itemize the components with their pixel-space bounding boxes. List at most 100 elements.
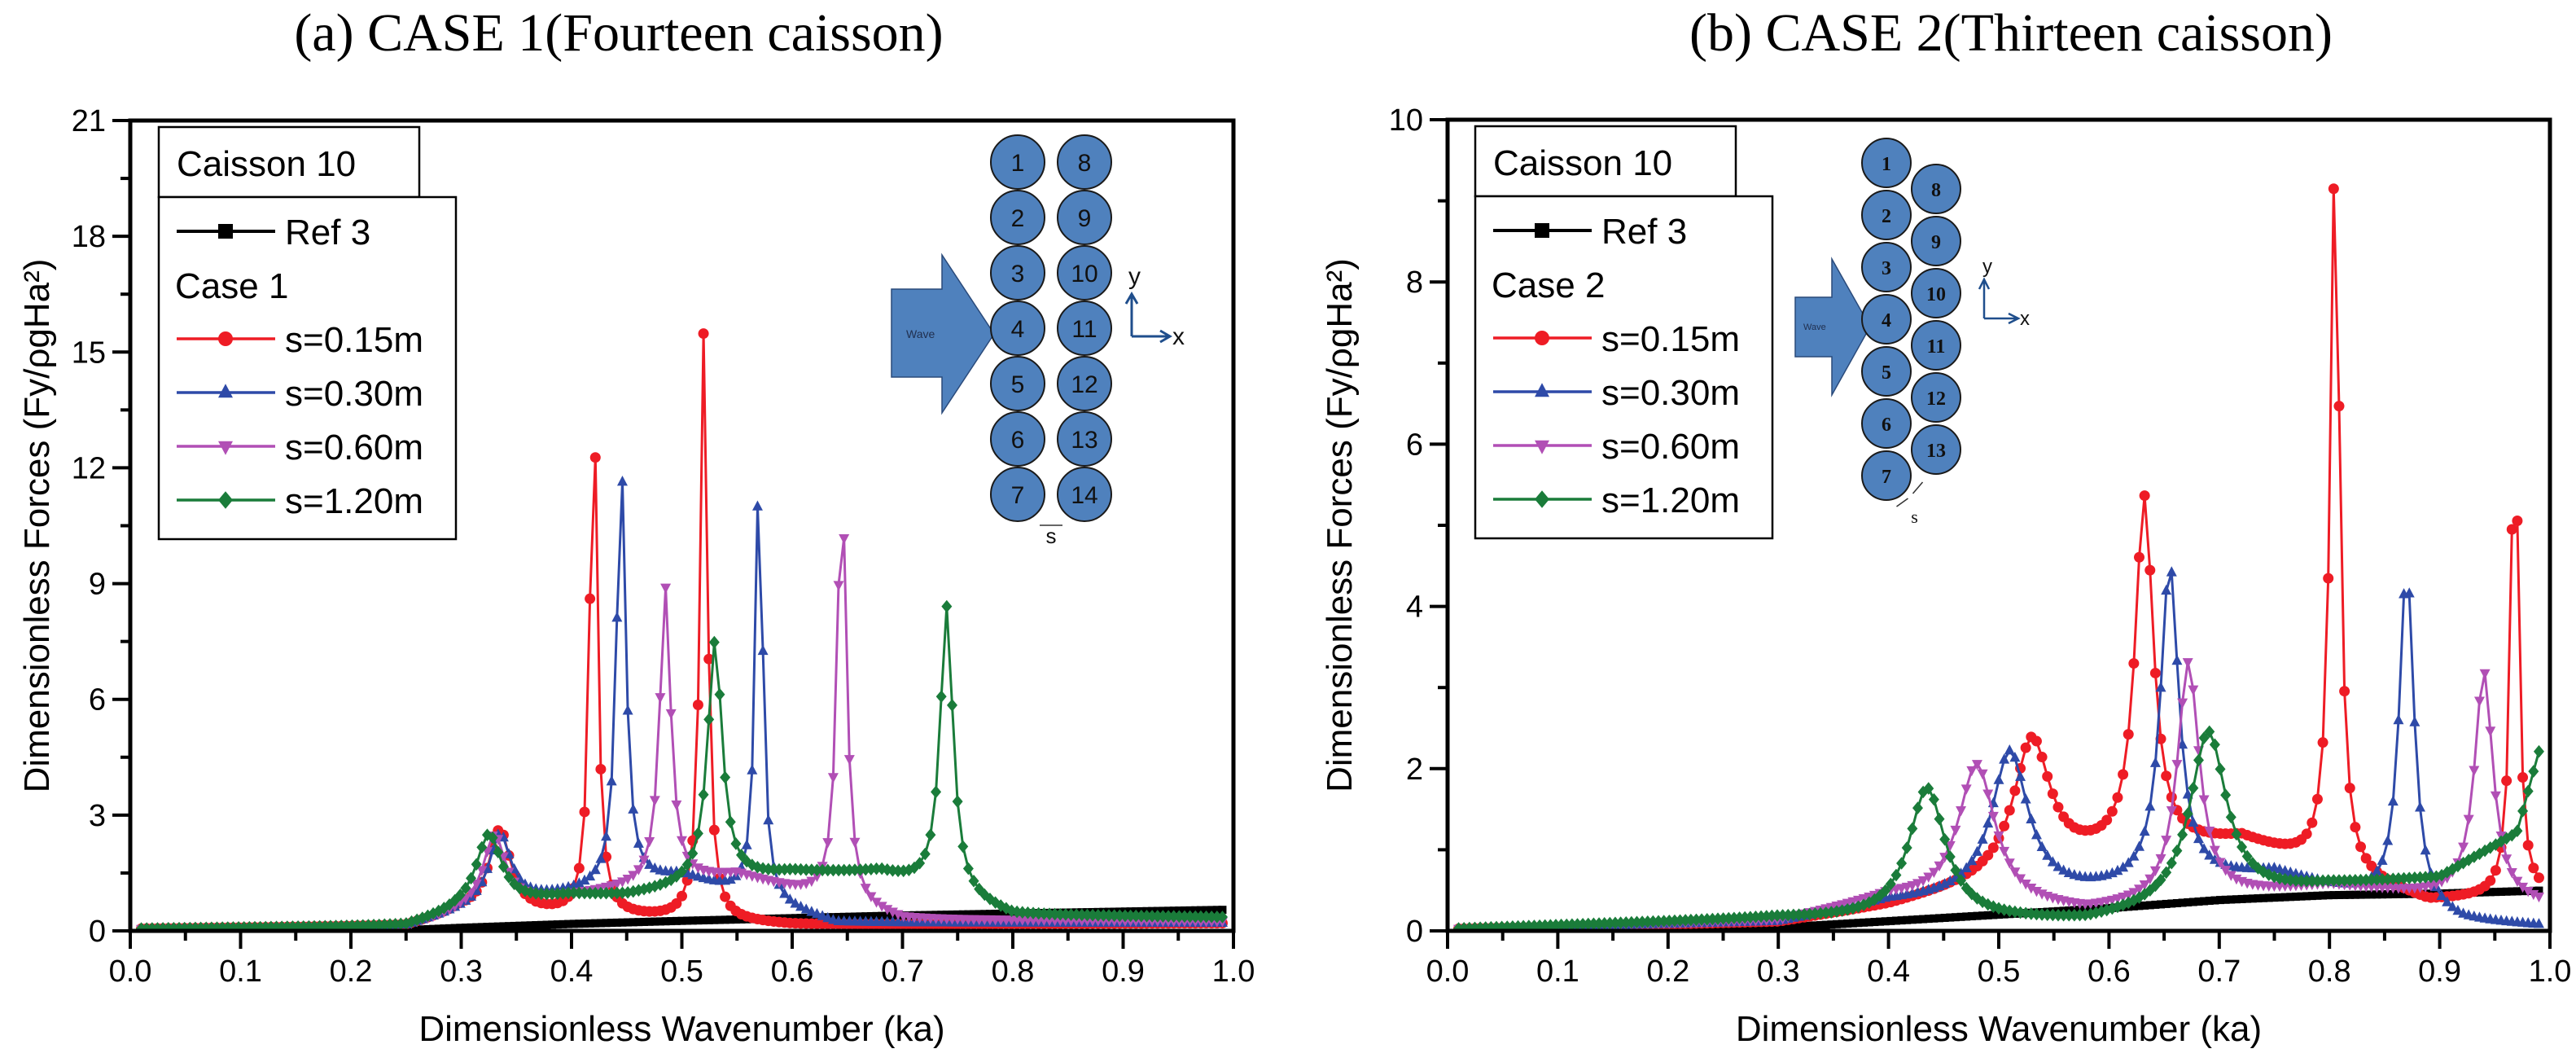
data-point <box>2052 801 2064 813</box>
data-point <box>616 476 628 486</box>
x-tick-label: 0.7 <box>2197 954 2241 989</box>
data-point <box>2362 890 2371 899</box>
data-point <box>1848 919 1857 928</box>
legend-item: s=0.15m <box>177 320 423 360</box>
data-point <box>2042 849 2053 860</box>
data-point <box>503 871 515 884</box>
data-point <box>2135 902 2144 911</box>
data-point <box>2528 862 2539 874</box>
data-point <box>1130 909 1141 923</box>
y-tick-label: 0 <box>89 915 106 949</box>
legend-label: s=0.30m <box>285 374 423 414</box>
data-point <box>2004 858 2015 869</box>
data-point <box>2232 895 2241 904</box>
data-point <box>532 921 541 930</box>
data-point <box>2485 726 2496 737</box>
data-point <box>2058 864 2070 875</box>
data-point <box>601 830 612 841</box>
data-point <box>1924 915 1933 924</box>
data-point <box>585 919 594 928</box>
caisson-circle <box>990 356 1045 411</box>
data-point <box>822 838 834 849</box>
data-point <box>1962 912 1971 921</box>
data-point <box>634 918 643 927</box>
data-point <box>1956 806 1967 817</box>
x-tick-label: 0.2 <box>330 954 373 989</box>
data-point <box>2182 658 2193 669</box>
data-point <box>2264 893 2273 902</box>
data-point <box>2162 899 2171 908</box>
chart-b-title: (b) CASE 2(Thirteen caisson) <box>1689 3 2333 63</box>
legend-item: s=1.20m <box>177 481 423 521</box>
data-point <box>2236 840 2248 854</box>
data-point <box>2220 788 2232 802</box>
data-point <box>2172 898 2181 907</box>
data-point <box>671 800 682 811</box>
data-point <box>477 923 486 931</box>
data-point <box>655 917 664 926</box>
data-point <box>628 871 639 881</box>
data-point <box>2220 866 2232 876</box>
legend-item: s=0.60m <box>1493 427 1740 467</box>
data-point <box>2382 835 2394 845</box>
data-point <box>1960 862 1972 872</box>
data-point <box>2490 865 2501 876</box>
axis-y-label: y <box>1982 256 1992 278</box>
data-point <box>703 713 715 726</box>
data-point <box>677 865 687 879</box>
data-point <box>1870 918 1879 927</box>
data-point <box>1897 916 1906 925</box>
data-point <box>1951 913 1960 922</box>
caisson-number: 1 <box>1882 154 1891 175</box>
data-point <box>2243 894 2252 903</box>
data-point <box>2031 829 2042 840</box>
legend-label: s=1.20m <box>285 481 423 521</box>
data-point <box>1800 922 1809 931</box>
data-point <box>1956 912 1965 921</box>
data-point <box>471 880 482 890</box>
data-point <box>2399 889 2408 898</box>
data-point <box>2144 801 2156 811</box>
data-point <box>2020 793 2031 804</box>
data-point <box>579 886 590 900</box>
data-point <box>2350 874 2361 887</box>
legend-marker <box>1535 383 1549 397</box>
legend-item: s=0.15m <box>1493 319 1740 359</box>
data-point <box>714 687 725 701</box>
data-point <box>970 910 979 919</box>
data-point <box>585 593 596 604</box>
data-point <box>2346 890 2355 899</box>
data-point <box>2356 890 2365 899</box>
data-point <box>667 917 676 926</box>
data-point <box>2479 669 2491 680</box>
legend-marker <box>218 491 233 509</box>
data-point <box>1179 910 1190 924</box>
data-point <box>1886 916 1895 925</box>
data-point <box>644 858 655 869</box>
data-point <box>2501 854 2512 865</box>
data-point <box>796 914 805 923</box>
data-point <box>952 795 963 808</box>
data-point <box>2367 890 2376 899</box>
data-point <box>1944 875 1956 886</box>
caisson-circle <box>1057 411 1112 467</box>
data-point <box>694 916 703 925</box>
data-point <box>1762 924 1771 931</box>
data-point <box>655 693 666 704</box>
data-point <box>784 862 795 875</box>
data-point <box>2490 791 2501 802</box>
data-point <box>1561 918 1572 931</box>
data-point <box>1103 909 1115 922</box>
data-point <box>2149 757 2161 767</box>
data-point <box>1993 774 2004 784</box>
data-point <box>2508 887 2517 896</box>
data-point <box>1978 911 1987 920</box>
data-point <box>2517 805 2529 818</box>
wave-label: Wave <box>1803 323 1826 332</box>
data-point <box>2387 795 2399 806</box>
caisson-circle <box>1911 164 1961 214</box>
data-point <box>2188 685 2199 696</box>
data-point <box>573 886 585 900</box>
data-point <box>1876 917 1885 926</box>
